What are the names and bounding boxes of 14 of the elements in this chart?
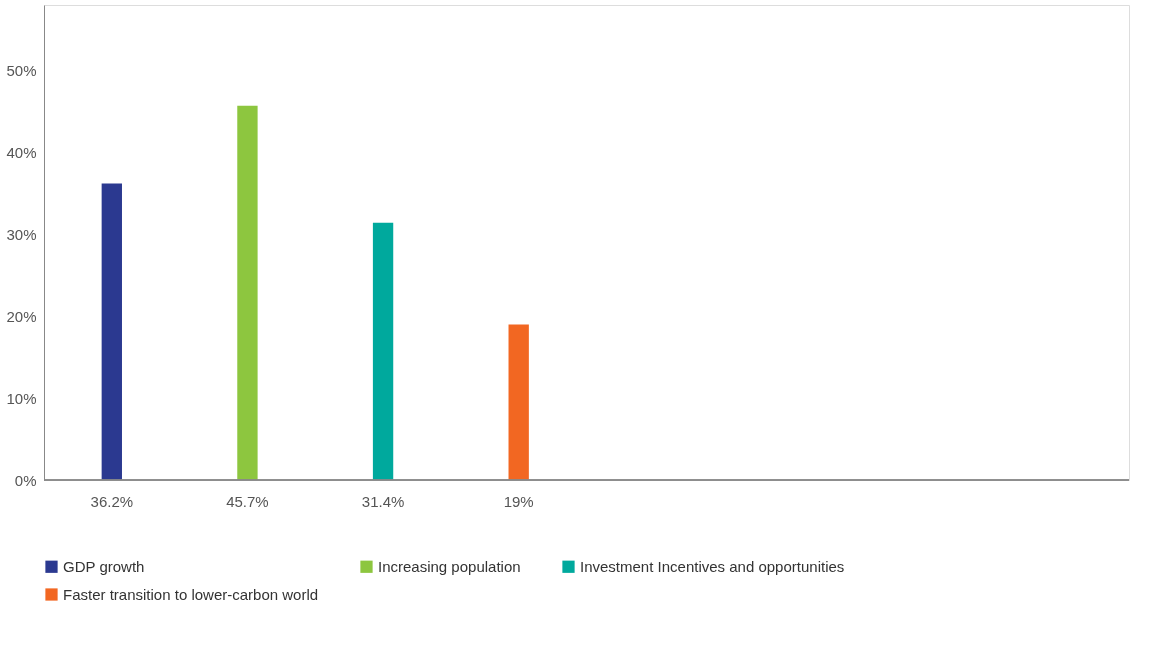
y-tick-label: 20% bbox=[6, 307, 37, 325]
x-tick-label: 36.2% bbox=[90, 492, 134, 510]
x-tick-label: 19% bbox=[503, 492, 534, 510]
x-tick-label: 31.4% bbox=[361, 492, 405, 510]
y-tick-label: 10% bbox=[6, 389, 37, 407]
legend-label: Investment Incentives and opportunities bbox=[580, 557, 845, 575]
legend-label: GDP growth bbox=[63, 557, 145, 575]
y-tick-label: 30% bbox=[6, 225, 37, 243]
y-tick-label: 50% bbox=[6, 62, 37, 80]
legend-label: Increasing population bbox=[378, 557, 521, 575]
legend-label: Faster transition to lower-carbon world bbox=[63, 585, 319, 603]
y-tick-label: 0% bbox=[14, 471, 37, 489]
x-tick-label: 45.7% bbox=[226, 492, 269, 510]
y-tick-label: 40% bbox=[6, 143, 37, 161]
